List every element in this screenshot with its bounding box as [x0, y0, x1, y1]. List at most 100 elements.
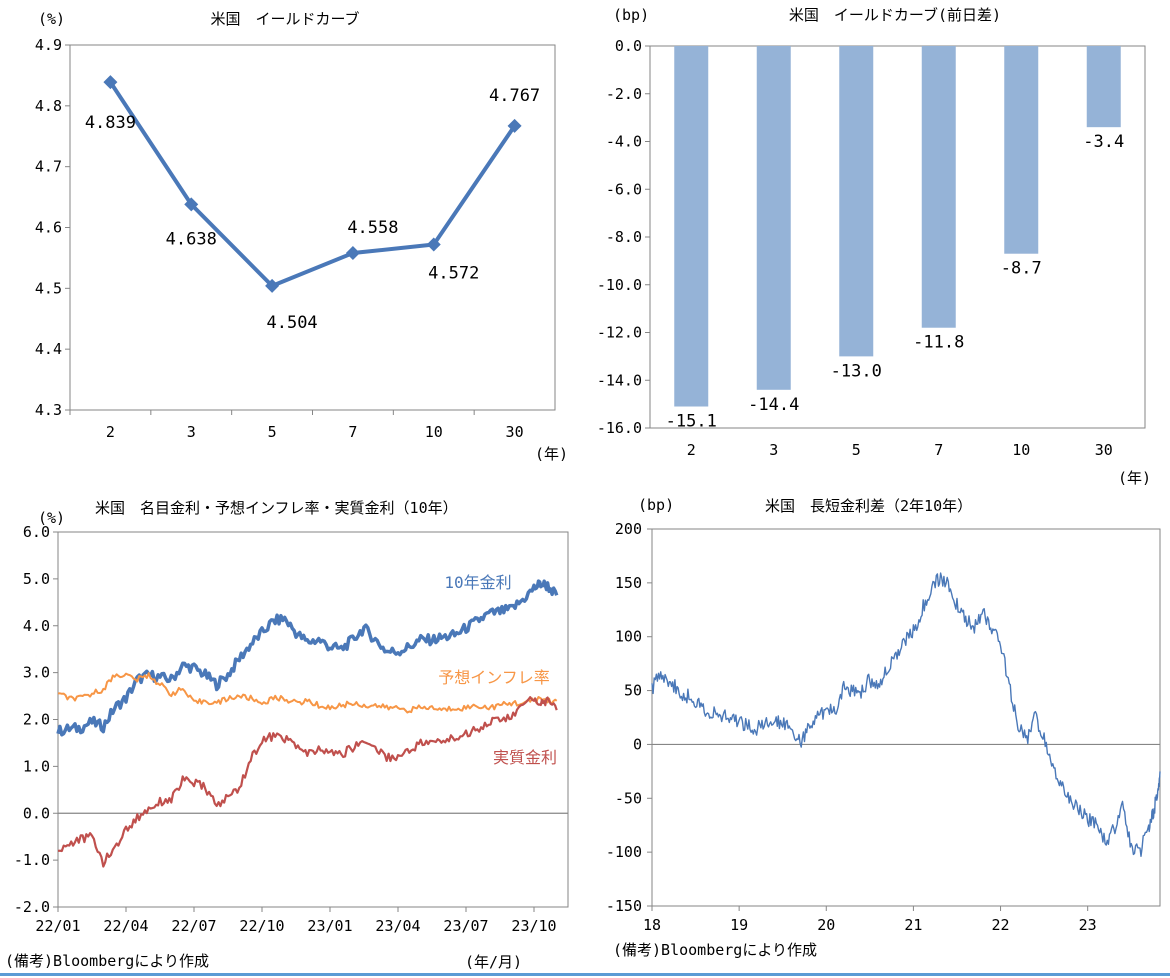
bar: [1004, 46, 1039, 254]
y-tick-label: 50: [624, 682, 642, 700]
data-point-marker: [184, 197, 199, 212]
data-label: 4.767: [489, 86, 540, 106]
x-tick-label: 23/04: [375, 917, 420, 935]
y-tick-label: 4.9: [35, 36, 62, 54]
data-label: 4.839: [85, 113, 136, 133]
y-tick-label: -150: [606, 897, 642, 915]
x-tick-label: 10: [425, 423, 443, 441]
y-tick-label: 4.6: [35, 219, 62, 237]
x-tick-label: 23/07: [443, 917, 488, 935]
x-tick-label: 22/10: [239, 917, 284, 935]
x-tick-label: 23/01: [307, 917, 352, 935]
y-tick-label: 5.0: [23, 570, 50, 588]
bar: [921, 46, 956, 328]
x-tick-label: 18: [643, 916, 661, 934]
data-label: 4.638: [166, 229, 217, 249]
bar: [839, 46, 874, 357]
x-tick-label: 23/10: [511, 917, 556, 935]
x-tick-label: 22/04: [103, 917, 148, 935]
plot-area: [649, 45, 1146, 429]
data-point-marker: [265, 278, 280, 293]
y-tick-label: 6.0: [23, 523, 50, 541]
y-tick-label: 3.0: [23, 664, 50, 682]
plot-area: [69, 44, 556, 411]
x-tick-label: 30: [1095, 441, 1113, 459]
data-point-marker: [507, 118, 522, 133]
x-tick-label: 22: [992, 916, 1010, 934]
data-point-marker: [103, 75, 118, 90]
yield-curve-chart: 米国 イールドカーブ (%) (年) 4.3 4.4 4.5 4.6 4.7 4.8 4.9…: [35, 10, 568, 463]
series-line: [108, 81, 517, 288]
data-label: 4.558: [347, 218, 398, 238]
y-tick-label: 2.0: [23, 711, 50, 729]
x-tick-label: 5: [268, 423, 277, 441]
y-tick-label: -6.0: [606, 180, 642, 198]
chart-title: 米国 イールドカーブ: [210, 10, 359, 28]
x-tick-label: 23: [1079, 916, 1097, 934]
x-tick-label: 3: [187, 423, 196, 441]
y-tick-label: 0: [633, 735, 642, 753]
series-label: 10年金利: [444, 573, 511, 592]
rates-inflation-chart: 米国 名目金利・予想インフレ率・実質金利（10年） (%) (年/月) (備考)…: [5, 499, 569, 971]
x-tick-label: 22/07: [171, 917, 216, 935]
x-tick-label: 22/01: [35, 917, 80, 935]
x-tick-label: 30: [506, 423, 524, 441]
data-label: -8.7: [1001, 259, 1042, 279]
y-tick-label: 100: [615, 628, 642, 646]
y-tick-label: 4.0: [23, 617, 50, 635]
y-tick-label: 150: [615, 574, 642, 592]
y-tick-label: -100: [606, 843, 642, 861]
x-tick-label: 19: [730, 916, 748, 934]
data-point-marker: [345, 246, 360, 261]
y-tick-label: 1.0: [23, 757, 50, 775]
y-tick-label: 0.0: [23, 804, 50, 822]
series-line: [57, 695, 558, 868]
data-label: -14.4: [748, 395, 799, 415]
chart-title: 米国 イールドカーブ(前日差): [789, 6, 1001, 24]
chart-title: 米国 名目金利・予想インフレ率・実質金利（10年）: [95, 499, 458, 517]
x-tick-label: 2: [687, 441, 696, 459]
series-line: [56, 579, 559, 737]
x-tick-label: 20: [817, 916, 835, 934]
y-tick-label: -50: [615, 789, 642, 807]
y-tick-label: 4.7: [35, 158, 62, 176]
y-axis-unit-label: (bp): [638, 496, 674, 514]
series-label: 実質金利: [493, 748, 557, 767]
y-tick-label: -2.0: [606, 85, 642, 103]
y-tick-label: -16.0: [597, 419, 642, 437]
data-label: -3.4: [1083, 132, 1124, 152]
x-axis-unit-label: (年/月): [465, 953, 522, 971]
y-axis-unit-label: (%): [38, 509, 65, 527]
y-tick-label: 4.8: [35, 97, 62, 115]
y-tick-label: 4.5: [35, 279, 62, 297]
data-point-marker: [426, 237, 441, 252]
y-axis-unit-label: (bp): [613, 6, 649, 24]
source-note: (備考)Bloombergにより作成: [613, 941, 817, 959]
y-axis-unit-label: (%): [38, 10, 65, 28]
x-axis-unit-label: (年): [535, 445, 568, 463]
x-tick-label: 7: [348, 423, 357, 441]
x-tick-label: 21: [904, 916, 922, 934]
y-tick-label: 4.4: [35, 340, 62, 358]
yield-change-bar-chart: 米国 イールドカーブ(前日差) (bp) (年) 0.0 -2.0 -4.0 -6.0…: [597, 6, 1151, 487]
x-tick-label: 5: [852, 441, 861, 459]
y-tick-label: -8.0: [606, 228, 642, 246]
plot-area: [651, 528, 1161, 907]
x-tick-label: 2: [106, 423, 115, 441]
bar: [756, 46, 791, 390]
y-tick-label: -14.0: [597, 371, 642, 389]
data-label: -15.1: [666, 412, 717, 432]
data-label: 4.504: [266, 313, 317, 333]
y-tick-label: -12.0: [597, 324, 642, 342]
y-tick-label: -1.0: [14, 851, 50, 869]
bar: [674, 46, 709, 407]
y-tick-label: -10.0: [597, 276, 642, 294]
y-tick-label: -4.0: [606, 133, 642, 151]
y-tick-label: 4.3: [35, 401, 62, 419]
x-tick-label: 3: [769, 441, 778, 459]
series-label: 予想インフレ率: [438, 668, 550, 687]
bottom-rule: [0, 973, 1170, 976]
y-tick-label: -2.0: [14, 898, 50, 916]
y-tick-label: 0.0: [615, 37, 642, 55]
series-line: [651, 572, 1161, 857]
